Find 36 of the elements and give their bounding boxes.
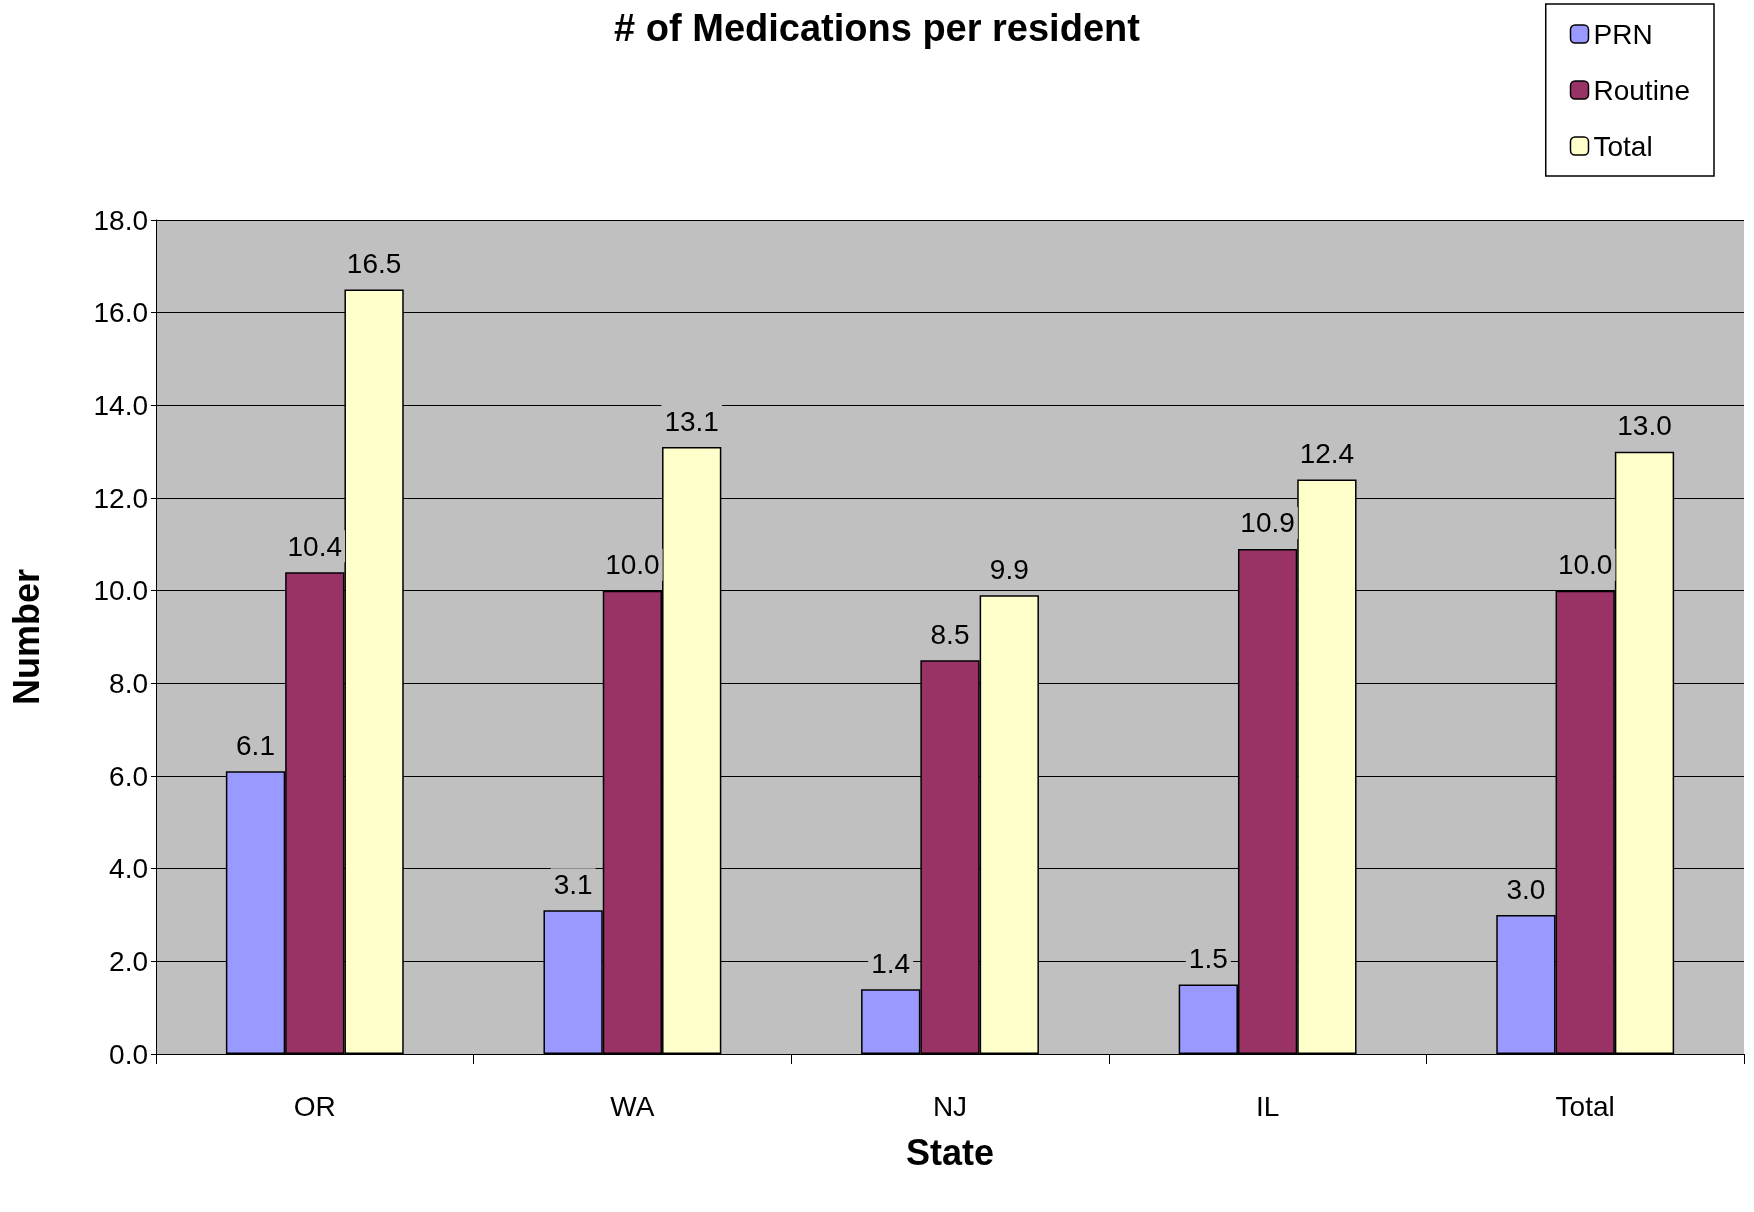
data-label: 3.0: [1506, 873, 1546, 905]
data-label: 10.0: [605, 549, 660, 581]
data-label: 8.5: [930, 618, 970, 650]
data-label: 10.0: [1557, 549, 1613, 581]
y-tick-label: 18.0: [93, 204, 148, 236]
y-tick-label: 16.0: [93, 297, 148, 329]
legend-label: Total: [1593, 130, 1653, 162]
data-label: 10.9: [1240, 507, 1295, 539]
data-label: 12.4: [1299, 437, 1355, 469]
x-axis-title: State: [905, 1131, 995, 1173]
data-label: 3.1: [553, 868, 593, 900]
data-label: 9.9: [989, 553, 1029, 585]
data-label: 10.4: [287, 530, 343, 562]
x-tick-label: WA: [610, 1090, 655, 1122]
data-label: 13.0: [1617, 410, 1672, 442]
data-label: 1.5: [1188, 943, 1228, 974]
y-axis-title: Number: [5, 568, 47, 706]
y-tick-label: 4.0: [109, 853, 148, 885]
y-tick-label: 8.0: [109, 667, 148, 699]
y-tick-label: 12.0: [93, 482, 148, 514]
chart-title: # of Medications per resident: [614, 7, 1141, 49]
data-label: 16.5: [346, 248, 402, 279]
y-tick-label: 2.0: [109, 945, 148, 977]
y-tick-label: 14.0: [93, 389, 148, 421]
y-tick-label: 0.0: [109, 1038, 148, 1070]
x-tick-label: OR: [293, 1090, 336, 1122]
y-tick-label: 6.0: [109, 760, 148, 792]
legend-label: Routine: [1593, 74, 1691, 106]
x-tick-label: Total: [1555, 1090, 1615, 1122]
x-tick-label: NJ: [932, 1090, 968, 1122]
data-label: 6.1: [236, 729, 275, 761]
legend-label: PRN: [1593, 18, 1653, 50]
x-tick-label: IL: [1255, 1090, 1280, 1122]
y-tick-label: 10.0: [93, 575, 148, 607]
data-label: 13.1: [664, 405, 719, 437]
data-label: 1.4: [871, 947, 911, 979]
